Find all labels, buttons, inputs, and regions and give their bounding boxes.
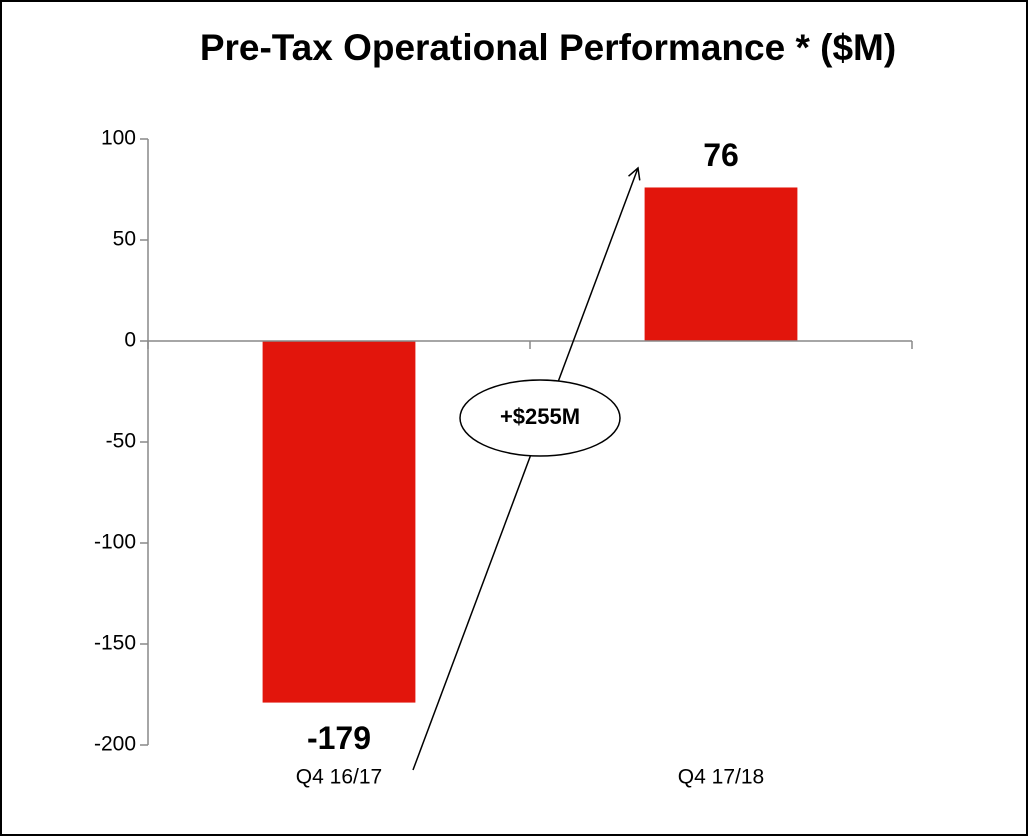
chart-title: Pre-Tax Operational Performance * ($M) — [200, 27, 896, 68]
bar — [644, 187, 798, 341]
annotation: +$255M — [500, 404, 580, 429]
y-tick-label: -50 — [106, 430, 136, 453]
y-tick-label: -150 — [94, 632, 136, 655]
annotation-bubble — [459, 379, 621, 457]
y-tick-label: 100 — [101, 127, 136, 150]
data-label: 76 — [703, 137, 739, 173]
y-tick-label: -100 — [94, 531, 136, 554]
y-tick-label: 50 — [113, 228, 136, 251]
bar — [262, 341, 416, 703]
plot-area: -200 -150 -100 -50 0 50 100 -179 Q4 16/17 76 Q4 17… — [94, 127, 913, 789]
data-label: -179 — [307, 720, 371, 756]
arrow — [412, 166, 641, 771]
y-tick-label: -200 — [94, 733, 136, 756]
x-tick-label: Q4 17/18 — [678, 766, 764, 789]
x-tick-label: Q4 16/17 — [296, 766, 382, 789]
y-tick-label: 0 — [124, 329, 136, 352]
